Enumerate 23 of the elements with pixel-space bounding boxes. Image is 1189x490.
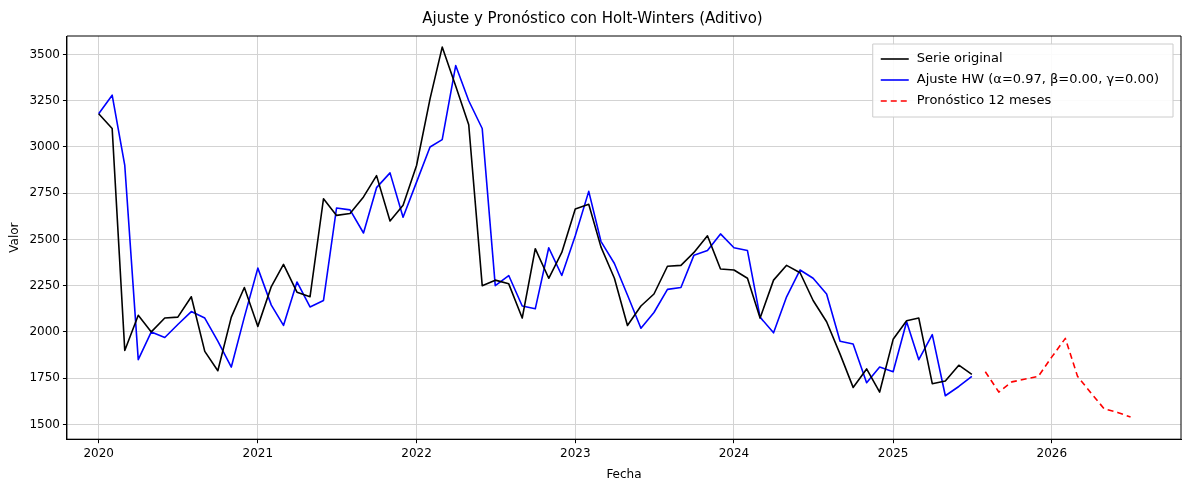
x-axis-title: Fecha — [606, 466, 642, 481]
y-tick-label: 3500 — [29, 46, 60, 61]
x-tick-label: 2026 — [1036, 445, 1068, 460]
y-axis-title: Valor — [7, 222, 22, 253]
y-tick-label: 1750 — [29, 370, 60, 385]
x-tick-label: 2025 — [877, 445, 909, 460]
x-tick-label: 2020 — [83, 445, 114, 460]
x-tick-label: 2021 — [242, 445, 274, 460]
chart-title: Ajuste y Pronóstico con Holt-Winters (Aditivo) — [422, 8, 763, 27]
y-tick-label: 3000 — [29, 139, 60, 154]
legend-label: Ajuste HW (α=0.97, β=0.00, γ=0.00) — [916, 71, 1160, 87]
y-tick-label: 1500 — [29, 416, 60, 431]
y-tick-label: 2250 — [29, 277, 60, 292]
x-tick-label: 2022 — [401, 445, 432, 460]
x-tick-label: 2024 — [718, 445, 750, 460]
line-series — [984, 337, 1132, 418]
legend-label: Serie original — [916, 50, 1003, 66]
y-tick-label: 2000 — [29, 324, 60, 339]
y-tick-label: 2750 — [29, 185, 60, 200]
y-tick-label: 2500 — [29, 231, 60, 246]
legend-label: Pronóstico 12 meses — [916, 92, 1052, 108]
y-tick-label: 3250 — [29, 92, 60, 107]
x-tick-label: 2023 — [559, 445, 591, 460]
